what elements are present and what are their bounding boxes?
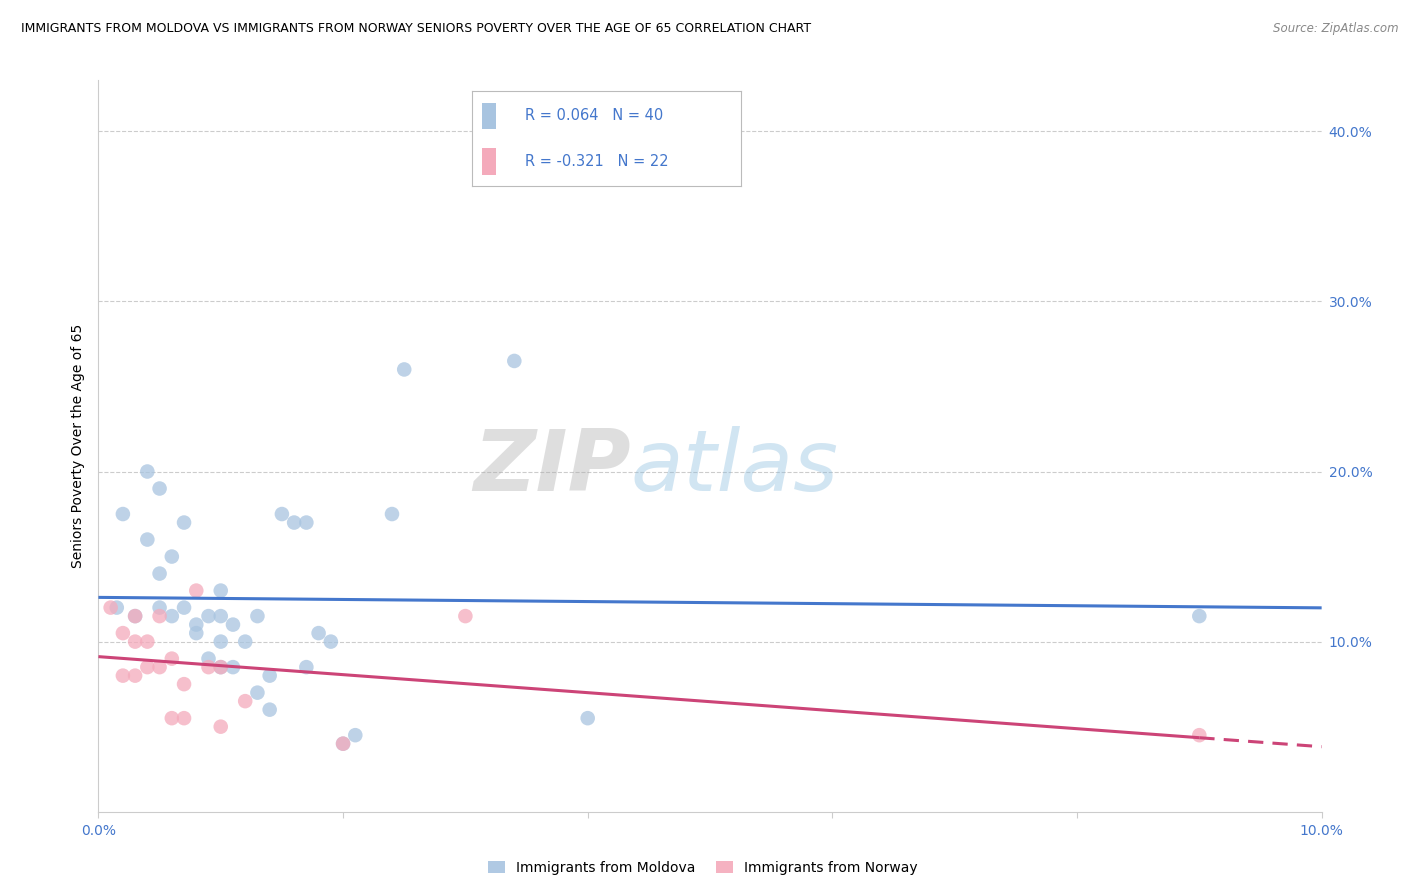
Point [160, 651, 183, 665]
Point [173, 600, 195, 615]
Point [209, 720, 232, 734]
Point [233, 634, 256, 648]
Point [124, 668, 146, 682]
Point [124, 609, 146, 624]
Text: Source: ZipAtlas.com: Source: ZipAtlas.com [1274, 22, 1399, 36]
Point [209, 634, 232, 648]
Point [173, 677, 195, 691]
Point [136, 465, 159, 479]
Point [209, 609, 232, 624]
Point [105, 600, 128, 615]
Point [246, 686, 269, 700]
Point [246, 609, 269, 624]
Point [209, 583, 232, 598]
Point [576, 711, 599, 725]
Point [454, 609, 477, 624]
Point [160, 711, 183, 725]
Point [124, 634, 146, 648]
Y-axis label: Seniors Poverty Over the Age of 65: Seniors Poverty Over the Age of 65 [70, 324, 84, 568]
Point [332, 737, 354, 751]
Point [209, 660, 232, 674]
Point [209, 660, 232, 674]
Point [124, 609, 146, 624]
Point [233, 694, 256, 708]
Point [222, 660, 245, 674]
Text: ZIP: ZIP [472, 426, 630, 509]
Point [332, 737, 354, 751]
Point [283, 516, 305, 530]
Point [197, 609, 219, 624]
Point [160, 549, 183, 564]
Point [173, 516, 195, 530]
Point [136, 660, 159, 674]
Point [111, 668, 134, 682]
Point [222, 617, 245, 632]
Point [503, 354, 526, 368]
Legend: Immigrants from Moldova, Immigrants from Norway: Immigrants from Moldova, Immigrants from… [482, 855, 924, 880]
Point [1188, 609, 1211, 624]
Point [186, 617, 208, 632]
Text: atlas: atlas [630, 426, 838, 509]
Point [186, 583, 208, 598]
Point [270, 507, 292, 521]
Point [1188, 728, 1211, 742]
Point [149, 609, 172, 624]
Point [100, 600, 122, 615]
Point [344, 728, 367, 742]
Point [197, 660, 219, 674]
Point [319, 634, 342, 648]
Point [149, 482, 172, 496]
Point [259, 703, 281, 717]
Point [111, 507, 134, 521]
Point [392, 362, 416, 376]
Point [295, 516, 318, 530]
Point [149, 600, 172, 615]
Point [136, 634, 159, 648]
Point [295, 660, 318, 674]
Point [259, 668, 281, 682]
Point [197, 651, 219, 665]
Point [186, 626, 208, 640]
Point [173, 711, 195, 725]
Point [308, 626, 330, 640]
Point [160, 609, 183, 624]
Point [149, 566, 172, 581]
Point [381, 507, 404, 521]
Point [136, 533, 159, 547]
Text: IMMIGRANTS FROM MOLDOVA VS IMMIGRANTS FROM NORWAY SENIORS POVERTY OVER THE AGE O: IMMIGRANTS FROM MOLDOVA VS IMMIGRANTS FR… [21, 22, 811, 36]
Point [149, 660, 172, 674]
Point [111, 626, 134, 640]
